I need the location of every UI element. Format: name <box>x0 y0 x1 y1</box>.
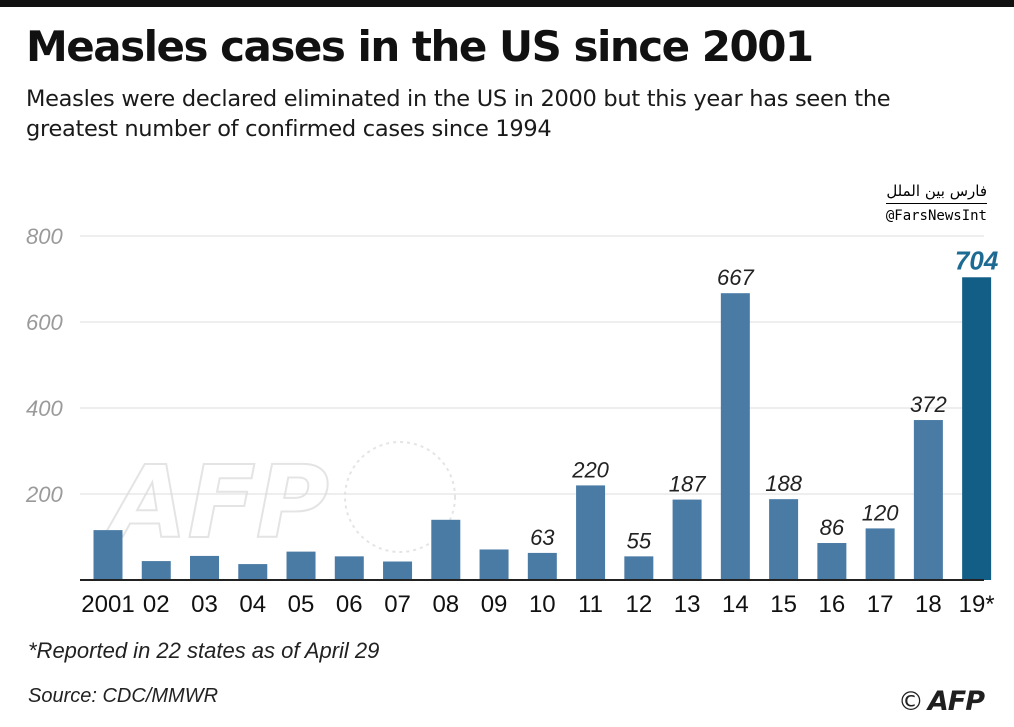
x-tick-label: 02 <box>143 591 170 618</box>
y-tick-label: 800 <box>26 224 63 249</box>
x-tick-label: 18 <box>915 591 942 618</box>
x-tick-label: 16 <box>819 591 846 618</box>
y-tick-label: 200 <box>25 482 63 507</box>
bar <box>190 555 220 580</box>
data-label: 188 <box>765 471 802 496</box>
x-tick-label: 08 <box>432 591 459 618</box>
data-label: 187 <box>669 472 706 497</box>
x-tick-label: 2001 <box>81 591 134 618</box>
x-tick-label: 10 <box>529 591 556 618</box>
afp-logo: © AFP <box>897 686 985 717</box>
grid-lines <box>80 235 984 495</box>
bar <box>865 528 895 580</box>
bars <box>93 277 992 580</box>
x-tick-label: 06 <box>336 591 363 618</box>
bar <box>624 556 654 580</box>
data-label: 55 <box>627 528 652 553</box>
data-label: 63 <box>530 525 555 550</box>
bar <box>141 561 171 580</box>
x-tick-label: 11 <box>578 591 603 618</box>
bar <box>720 293 750 580</box>
bar <box>769 499 799 580</box>
chart-title: Measles cases in the US since 2001 <box>26 22 814 71</box>
bar <box>817 543 847 580</box>
x-tick-label: 12 <box>625 591 652 618</box>
x-tick-label: 03 <box>191 591 218 618</box>
bar <box>962 277 992 580</box>
bar <box>913 420 943 580</box>
data-label: 667 <box>717 265 754 290</box>
data-label: 704 <box>955 245 999 275</box>
source-note: Source: CDC/MMWR <box>28 685 219 707</box>
bar <box>334 556 364 580</box>
bar <box>93 530 123 580</box>
credit-arabic-name: فارس بين الملل <box>885 180 987 204</box>
data-labels: 63 220 55 187 667 188 86 120 372 704 <box>530 245 999 553</box>
source-credit: فارس بين الملل @FarsNewsInt <box>885 180 987 228</box>
y-axis-ticks: 200 400 600 800 <box>25 224 63 507</box>
footnote: *Reported in 22 states as of April 29 <box>28 638 380 663</box>
x-tick-label: 13 <box>674 591 701 618</box>
bar <box>286 551 316 580</box>
bar <box>383 561 413 580</box>
copyright-icon: © <box>897 686 924 717</box>
chart-subtitle: Measles were declared eliminated in the … <box>26 86 891 142</box>
x-tick-label: 05 <box>288 591 315 618</box>
top-bar <box>0 0 1014 7</box>
data-label: 86 <box>820 515 845 540</box>
bar <box>672 499 702 580</box>
x-tick-label: 17 <box>867 591 894 618</box>
x-axis-ticks: 2001 02 03 04 05 06 07 08 09 10 11 12 13 14 15 16 17 18 19… <box>81 591 994 618</box>
bar <box>527 552 557 580</box>
credit-handle: @FarsNewsInt <box>885 208 987 224</box>
x-tick-label: 07 <box>384 591 411 618</box>
x-tick-label: 19* <box>959 591 995 618</box>
x-tick-label: 04 <box>239 591 266 618</box>
bar <box>431 519 461 580</box>
data-label: 220 <box>571 457 609 482</box>
y-tick-label: 600 <box>26 310 63 335</box>
bar <box>238 564 268 580</box>
x-tick-label: 14 <box>722 591 749 618</box>
data-label: 372 <box>910 392 947 417</box>
x-tick-label: 15 <box>770 591 797 618</box>
y-tick-label: 400 <box>26 396 63 421</box>
x-tick-label: 09 <box>481 591 508 618</box>
data-label: 120 <box>862 500 899 525</box>
bar <box>576 485 606 580</box>
afp-logo-text: AFP <box>927 686 985 717</box>
bar-chart: 200 400 600 800 63 220 55 187 667 188 86 120 372 704… <box>25 224 999 618</box>
bar <box>479 549 509 580</box>
